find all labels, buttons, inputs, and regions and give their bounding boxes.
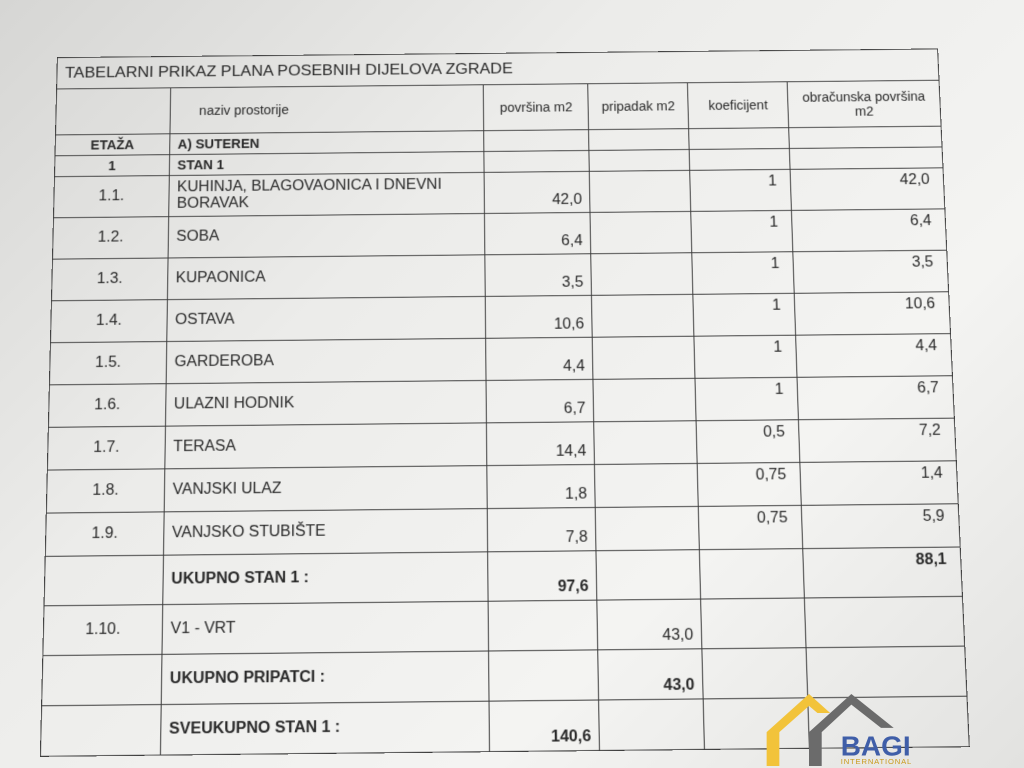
room-name: KUHINJA, BLAGOVAONICA I DNEVNI BORAVAK [168, 172, 485, 217]
grand-total-label: SVEUKUPNO STAN 1 : [160, 701, 490, 756]
room-obracunska: 5,9 [801, 503, 961, 549]
floor-label: ETAŽA [54, 133, 170, 156]
room-index: 1.9. [45, 511, 165, 557]
room-pripadak [595, 506, 700, 551]
room-pripadak [594, 463, 699, 508]
room-povrsina: 3,5 [485, 253, 592, 297]
room-koeficijent: 1 [691, 251, 795, 295]
room-povrsina: 4,4 [486, 337, 594, 381]
unit-index: 1 [54, 154, 170, 177]
room-obracunska: 3,5 [792, 250, 949, 294]
room-area-table: TABELARNI PRIKAZ PLANA POSEBNIH DIJELOVA… [40, 48, 970, 757]
room-index: 1.2. [52, 216, 169, 260]
room-name: GARDEROBA [165, 338, 487, 384]
room-obracunska: 6,7 [797, 375, 955, 420]
room-povrsina: 42,0 [484, 171, 591, 214]
room-obracunska: 4,4 [795, 333, 953, 378]
header-pripadak: pripadak m2 [588, 82, 689, 130]
room-povrsina: 6,4 [484, 212, 592, 255]
room-pripadak [593, 420, 698, 465]
garden-index: 1.10. [42, 604, 163, 656]
room-pripadak [590, 211, 692, 254]
garden-pripadak: 43,0 [597, 599, 703, 650]
header-koeficijent: koeficijent [687, 81, 789, 129]
total-unit-label: UKUPNO STAN 1 : [162, 551, 489, 605]
grand-total-povrsina: 140,6 [489, 700, 600, 752]
total-unit-povrsina: 97,6 [488, 550, 598, 602]
total-unit-obr: 88,1 [802, 546, 963, 598]
room-obracunska: 42,0 [790, 167, 945, 211]
header-name: naziv prostorije [169, 84, 485, 134]
room-obracunska: 1,4 [799, 460, 959, 506]
header-blank [55, 87, 171, 135]
room-povrsina: 7,8 [487, 507, 597, 552]
room-povrsina: 1,8 [487, 464, 596, 509]
room-povrsina: 10,6 [485, 295, 593, 339]
room-name: KUPAONICA [167, 254, 486, 300]
room-index: 1.3. [51, 257, 168, 301]
room-index: 1.5. [49, 341, 167, 385]
room-name: OSTAVA [166, 296, 487, 342]
room-name: SOBA [167, 213, 486, 258]
total-appurtenances-label: UKUPNO PRIPATCI : [161, 650, 490, 705]
room-koeficijent: 0,75 [697, 462, 802, 507]
room-povrsina: 14,4 [486, 421, 595, 466]
room-koeficijent: 1 [690, 210, 793, 253]
room-name: TERASA [164, 422, 488, 469]
room-index: 1.7. [47, 426, 166, 471]
room-koeficijent: 0,75 [698, 505, 803, 550]
room-index: 1.6. [48, 383, 166, 428]
room-koeficijent: 1 [695, 377, 799, 421]
room-name: VANJSKO STUBIŠTE [163, 508, 489, 556]
room-koeficijent: 0,5 [696, 419, 800, 464]
header-povrsina: površina m2 [483, 83, 589, 131]
room-name: VANJSKI ULAZ [164, 465, 488, 512]
total-appurtenances-pripadak: 43,0 [597, 648, 704, 701]
garden-name: V1 - VRT [161, 601, 489, 655]
room-index: 1.8. [46, 468, 165, 514]
header-obracunska: obračunska površina m2 [787, 80, 942, 128]
room-koeficijent: 1 [694, 335, 798, 379]
room-koeficijent: 1 [689, 169, 792, 212]
room-pripadak [592, 336, 696, 380]
room-pripadak [589, 170, 691, 213]
room-povrsina: 6,7 [486, 379, 594, 423]
watermark-sub: INTERNATIONAL [841, 757, 912, 766]
room-koeficijent: 1 [693, 293, 796, 337]
room-pripadak [593, 378, 697, 422]
room-name: ULAZNI HODNIK [165, 380, 487, 427]
room-obracunska: 7,2 [798, 418, 957, 463]
room-pripadak [591, 252, 694, 296]
room-index: 1.1. [53, 175, 170, 218]
room-obracunska: 6,4 [791, 208, 947, 252]
room-pripadak [591, 294, 695, 338]
room-obracunska: 10,6 [794, 291, 951, 336]
room-index: 1.4. [50, 299, 168, 343]
